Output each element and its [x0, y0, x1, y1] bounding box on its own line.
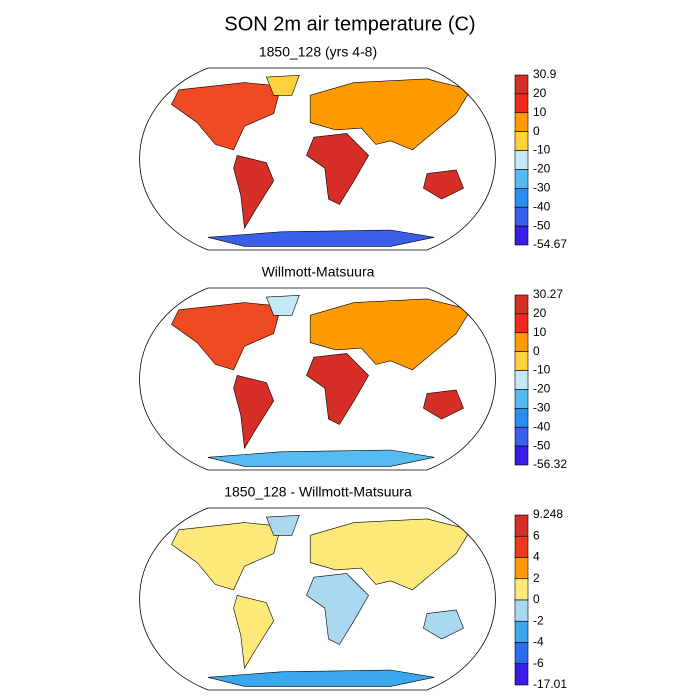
colorbar-label: -10 — [533, 363, 551, 377]
colorbar-label: 30.9 — [533, 67, 557, 81]
continent — [423, 169, 464, 200]
colorbar-label: 0 — [533, 344, 540, 358]
colorbar-box — [514, 445, 529, 466]
colorbar-label: 9.248 — [533, 507, 563, 521]
colorbar-label: -2 — [533, 613, 544, 627]
panel-title: Willmott-Matsuura — [262, 264, 375, 280]
colorbar-box — [514, 351, 529, 371]
continent — [207, 669, 435, 687]
continent — [207, 449, 435, 467]
colorbar-box — [514, 535, 529, 558]
colorbar-box — [514, 599, 529, 622]
map-outline — [139, 507, 496, 691]
colorbar-box — [514, 663, 529, 686]
colorbar-box — [514, 93, 529, 114]
continent — [233, 375, 275, 450]
land — [171, 514, 472, 687]
colorbar-label: 20 — [533, 306, 547, 320]
colorbar-label: -56.32 — [533, 457, 567, 471]
figure-title: SON 2m air temperature (C) — [224, 13, 475, 35]
land — [171, 74, 472, 247]
colorbar-box — [514, 389, 529, 409]
colorbar-box — [514, 150, 529, 170]
continent — [309, 78, 472, 151]
map-outline — [139, 287, 496, 471]
colorbar-label: 0 — [533, 124, 540, 138]
colorbar-label: 4 — [533, 550, 540, 564]
continent — [233, 595, 275, 670]
map-panel: 1850_128 - Willmott-Matsuura 9.248 6 4 2 0 -2 -… — [139, 484, 567, 691]
map-panel: Willmott-Matsuura 30.27 20 10 0 -10 -20 -30 -40 -… — [139, 264, 567, 471]
map-outline — [139, 67, 496, 251]
continent — [207, 229, 435, 247]
colorbar-label: -20 — [533, 382, 551, 396]
colorbar-box — [514, 74, 529, 95]
panel-title: 1850_128 - Willmott-Matsuura — [224, 484, 412, 500]
colorbar-label: -40 — [533, 199, 551, 213]
continent — [306, 573, 369, 645]
continent — [309, 298, 472, 371]
colorbar-box — [514, 188, 529, 208]
colorbar-label: 10 — [533, 325, 547, 339]
land — [171, 294, 472, 467]
colorbar-label: -30 — [533, 181, 551, 195]
colorbar-box — [514, 514, 529, 537]
colorbar-label: -40 — [533, 419, 551, 433]
colorbar-label: -6 — [533, 656, 544, 670]
colorbar-box — [514, 112, 529, 132]
continent — [233, 155, 275, 230]
continent — [306, 133, 369, 205]
continent — [306, 353, 369, 425]
colorbar-box — [514, 294, 529, 315]
colorbar-label: 2 — [533, 571, 540, 585]
colorbar-box — [514, 131, 529, 151]
colorbar-box — [514, 408, 529, 428]
colorbar-box — [514, 206, 529, 227]
colorbar-box — [514, 169, 529, 189]
colorbar-label: -17.01 — [533, 677, 567, 691]
colorbar-label: 20 — [533, 86, 547, 100]
continent — [171, 522, 282, 591]
colorbar-box — [514, 578, 529, 601]
continent — [171, 82, 282, 151]
continent — [265, 294, 300, 316]
colorbar-box — [514, 620, 529, 643]
colorbar-label: 6 — [533, 528, 540, 542]
panel-title: 1850_128 (yrs 4-8) — [259, 44, 377, 60]
continent — [265, 74, 300, 96]
continent — [423, 389, 464, 420]
colorbar-label: -10 — [533, 143, 551, 157]
continent — [309, 518, 472, 591]
colorbar-box — [514, 370, 529, 390]
colorbar-label: 0 — [533, 592, 540, 606]
continent — [265, 514, 300, 536]
colorbar-label: -50 — [533, 438, 551, 452]
colorbar-box — [514, 332, 529, 352]
colorbar-label: -30 — [533, 401, 551, 415]
colorbar-label: 30.27 — [533, 287, 563, 301]
colorbar-label: -54.67 — [533, 237, 567, 251]
colorbar-box — [514, 225, 529, 246]
colorbar-label: -50 — [533, 218, 551, 232]
colorbar-box — [514, 313, 529, 334]
map-panel: 1850_128 (yrs 4-8) 30.9 20 10 0 -10 -20 -30 -40 -… — [139, 44, 567, 251]
colorbar-label: -4 — [533, 635, 544, 649]
colorbar-box — [514, 557, 529, 580]
continent — [171, 302, 282, 371]
colorbar-label: 10 — [533, 105, 547, 119]
colorbar-box — [514, 426, 529, 447]
colorbar-box — [514, 642, 529, 665]
colorbar-label: -20 — [533, 162, 551, 176]
continent — [423, 609, 464, 640]
